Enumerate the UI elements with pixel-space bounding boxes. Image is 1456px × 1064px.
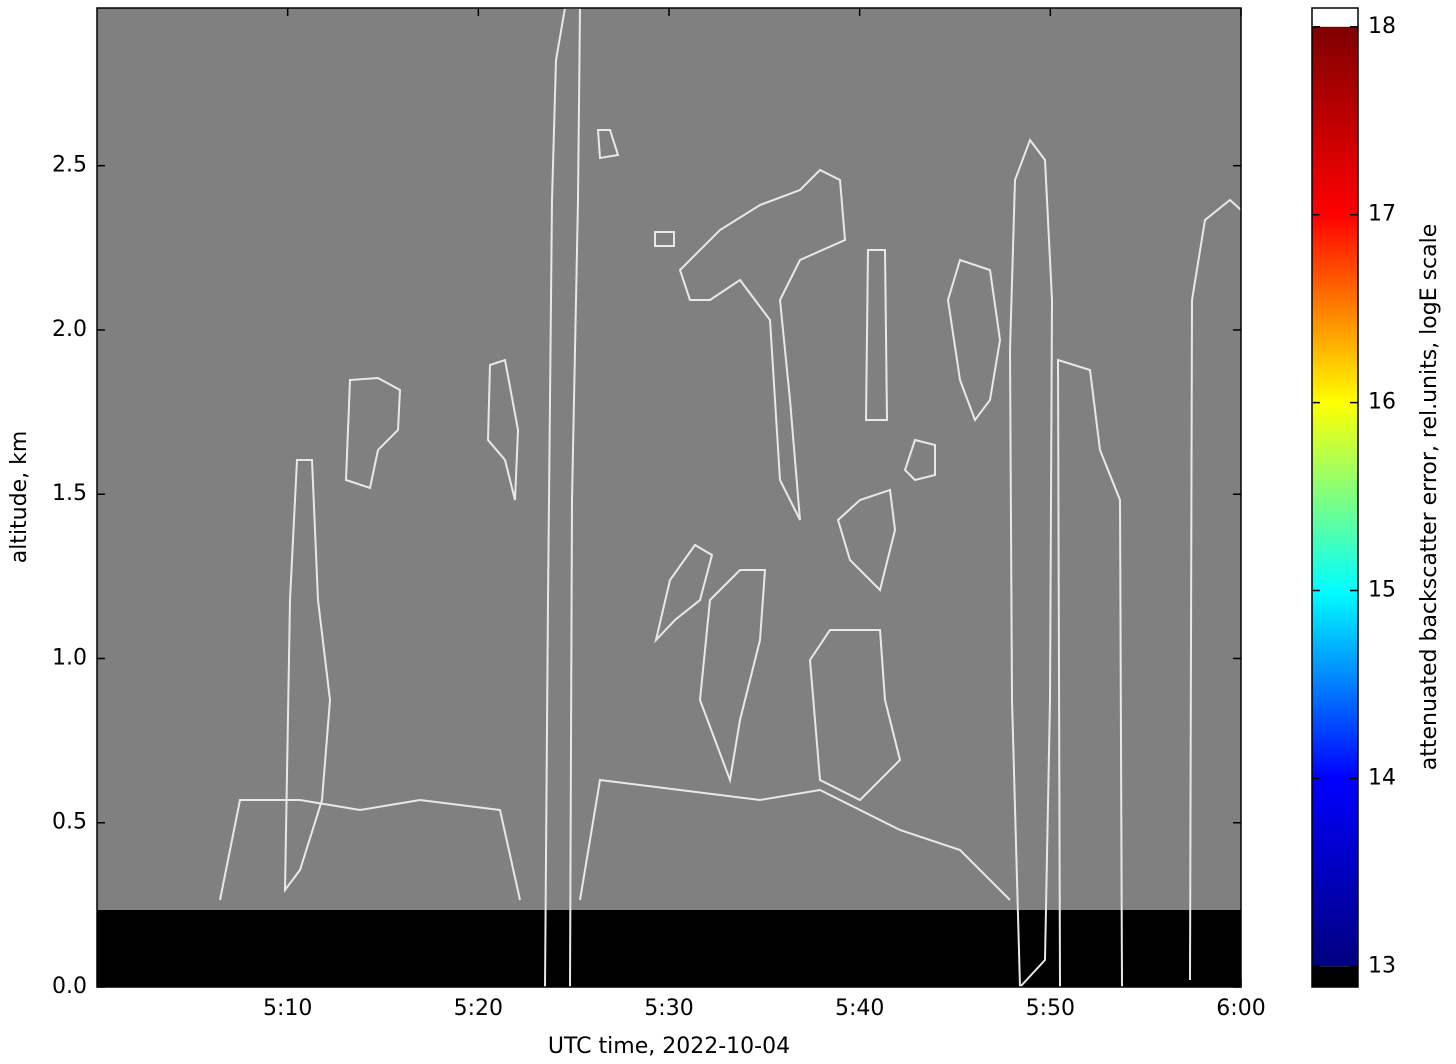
colorbar-tick-label: 14 [1368,765,1396,790]
y-axis-label: altitude, km [7,431,32,564]
colorbar-tick-label: 18 [1368,14,1396,39]
contour [864,249,889,421]
x-axis-label: UTC time, 2022-10-04 [548,1034,790,1059]
x-tick-label: 5:20 [454,996,503,1021]
contour [678,168,847,521]
colorbar-tick-label: 17 [1368,202,1396,227]
x-tick-label: 5:30 [644,996,693,1021]
colorbar-label: attenuated backscatter error, rel.units,… [1417,224,1442,771]
contour [283,459,332,894]
colorbar: 13 14 15 16 17 18 [1311,7,1396,988]
x-tick-label: 6:00 [1216,996,1265,1021]
y-tick-label: 0.5 [52,810,87,835]
colorbar-tick-label: 13 [1368,953,1396,978]
contour [1056,358,1123,987]
colorbar-under [1312,966,1358,987]
colorbar-over [1312,8,1358,27]
plot-background [97,8,1241,987]
contour [486,358,520,501]
contour [654,543,714,644]
contour [903,438,936,482]
contour [698,569,767,784]
contour [219,798,521,901]
y-tick-label: 2.0 [52,317,87,342]
colorbar-tick-label: 15 [1368,578,1396,603]
colorbar-tick-label: 16 [1368,390,1396,415]
contour [808,629,902,802]
colorbar-frame [1311,7,1359,988]
contour [836,488,897,592]
echo-layer [97,8,1241,987]
contour [946,258,1002,423]
contour [579,778,1011,901]
contour [1189,198,1241,981]
y-tick-label: 1.5 [52,481,87,506]
colorbar-gradient [1312,26,1358,967]
near-ground-band [97,910,1241,987]
contour [596,129,620,160]
contour [654,231,675,247]
contour [344,376,402,490]
y-tick-label: 2.5 [52,153,87,178]
y-tick-label: 1.0 [52,645,87,670]
contour [544,8,582,987]
contour [1008,137,1054,987]
x-tick-label: 5:10 [263,996,312,1021]
x-tick-label: 5:40 [835,996,884,1021]
x-tick-label: 5:50 [1026,996,1075,1021]
y-tick-label: 0.0 [52,974,87,999]
